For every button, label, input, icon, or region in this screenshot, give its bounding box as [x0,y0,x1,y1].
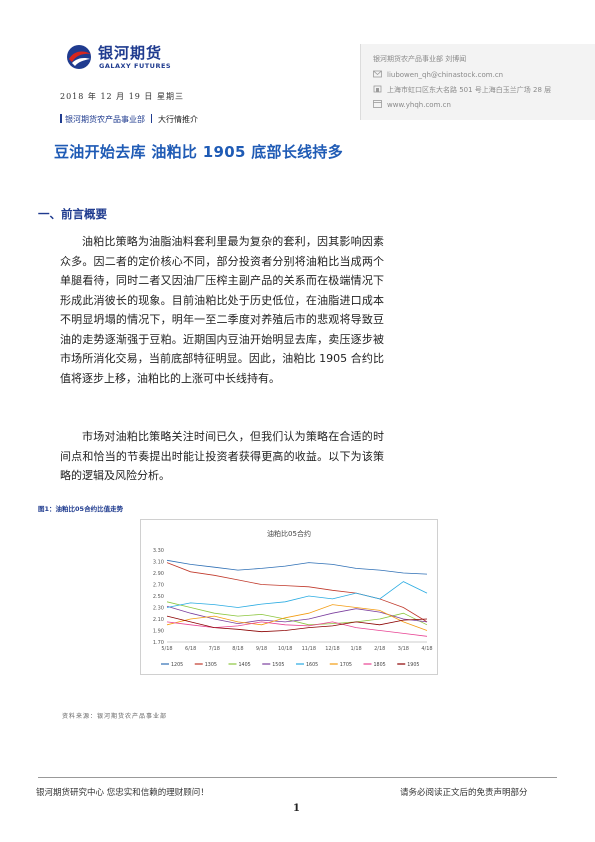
contact-email-text[interactable]: liubowen_qh@chinastock.com.cn [387,71,504,79]
x-tick-label: 11/18 [302,646,316,652]
x-tick-label: 12/18 [325,646,339,652]
x-tick-label: 1/18 [350,646,361,652]
x-tick-label: 10/18 [278,646,292,652]
report-title: 豆油开始去库 油粕比 1905 底部长线持多 [54,143,344,161]
contact-website: www.yhqh.com.cn [373,100,451,109]
email-icon [373,70,382,78]
series-line-1305 [166,562,428,623]
report-date: 2018 年 12 月 19 日 星期三 [60,92,184,101]
legend-label-1505: 1505 [272,662,284,668]
series-line-1805 [166,621,428,637]
y-tick-label: 2.10 [153,617,164,623]
legend-label-1305: 1305 [205,662,217,668]
logo-text-en: GALAXY FUTURES [99,62,172,70]
paragraph-1: 油粕比策略为油脂油料套利里最为复杂的套利，因其影响因素众多。因二者的定价核心不同… [60,232,384,388]
x-tick-label: 2/18 [374,646,385,652]
figure-label: 图1：油粕比05合约比值走势 [38,505,124,513]
x-tick-label: 4/18 [421,646,432,652]
x-tick-label: 9/18 [256,646,267,652]
x-tick-label: 6/18 [185,646,196,652]
paragraph-2-text: 市场对油粕比策略关注时间已久，但我们认为策略在合适的时间点和恰当的节奏提出时能让… [60,430,384,482]
x-tick-label: 5/18 [161,646,172,652]
chart-frame: 油粕比05合约 1.70 1.90 2.10 2.30 2.50 2.70 2.90 3.10 3… [140,519,438,675]
y-tick-label: 3.30 [153,548,164,554]
paragraph-2: 市场对油粕比策略关注时间已久，但我们认为策略在合适的时间点和恰当的节奏提出时能让… [60,427,384,486]
contact-address: 上海市虹口区东大名路 501 号上海白玉兰广场 28 层 [373,85,551,95]
tag-separator [151,114,152,123]
legend-label-1205: 1205 [171,662,183,668]
web-icon [373,100,382,108]
legend-label-1805: 1805 [374,662,386,668]
contact-address-text: 上海市虹口区东大名路 501 号上海白玉兰广场 28 层 [387,86,552,94]
footer-disclaimer: 请务必阅读正文后的免责声明部分 [400,788,528,798]
x-tick-label: 7/18 [209,646,220,652]
paragraph-1-text: 油粕比策略为油脂油料套利里最为复杂的套利，因其影响因素众多。因二者的定价核心不同… [60,235,384,385]
tag-marker [60,114,62,123]
y-tick-label: 1.70 [153,640,164,646]
y-tick-label: 3.10 [153,560,164,566]
logo-text-cn: 银河期货 [98,44,163,62]
legend-label-1405: 1405 [239,662,251,668]
series-line-1505 [166,605,428,625]
contact-author: 银河期货农产品事业部 刘博闻 [373,54,466,64]
y-tick-label: 2.90 [153,571,164,577]
category-tag: 大行情推介 [158,115,198,124]
dept-tag: 银河期货农产品事业部 [65,115,145,124]
x-tick-label: 8/18 [232,646,243,652]
contact-author-text: 银河期货农产品事业部 刘博闻 [373,55,467,63]
contact-email: liubowen_qh@chinastock.com.cn [373,70,503,79]
footer-divider [38,777,557,778]
series-line-1705 [166,604,428,631]
location-icon [373,85,382,93]
report-tags: 银河期货农产品事业部 大行情推介 [60,114,198,126]
company-logo: 银河期货 GALAXY FUTURES [66,42,176,72]
y-tick-label: 2.30 [153,606,164,612]
y-tick-label: 2.70 [153,583,164,589]
y-tick-label: 2.50 [153,594,164,600]
legend-label-1605: 1605 [306,662,318,668]
series-line-1405 [166,601,428,626]
legend-label-1905: 1905 [407,662,419,668]
series-line-1605 [166,581,428,608]
series-line-1905 [166,615,428,633]
contact-card: 银河期货农产品事业部 刘博闻 liubowen_qh@chinastock.co… [360,44,595,120]
contact-website-text[interactable]: www.yhqh.com.cn [387,101,451,109]
line-chart: 油粕比05合约 1.70 1.90 2.10 2.30 2.50 2.70 2.90 3.10 3… [153,529,433,668]
section-title: 一、前言概要 [38,207,107,221]
footer-slogan: 银河期货研究中心 您忠实和信赖的理财顾问！ [36,788,209,798]
galaxy-logo-icon [67,45,91,69]
chart-title: 油粕比05合约 [267,529,311,538]
series-line-1205 [166,559,428,575]
figure-source: 资料来源：银河期货农产品事业部 [62,713,168,720]
legend-label-1705: 1705 [340,662,352,668]
page-number: 1 [293,803,300,814]
x-tick-label: 3/18 [398,646,409,652]
y-tick-label: 1.90 [153,629,164,635]
